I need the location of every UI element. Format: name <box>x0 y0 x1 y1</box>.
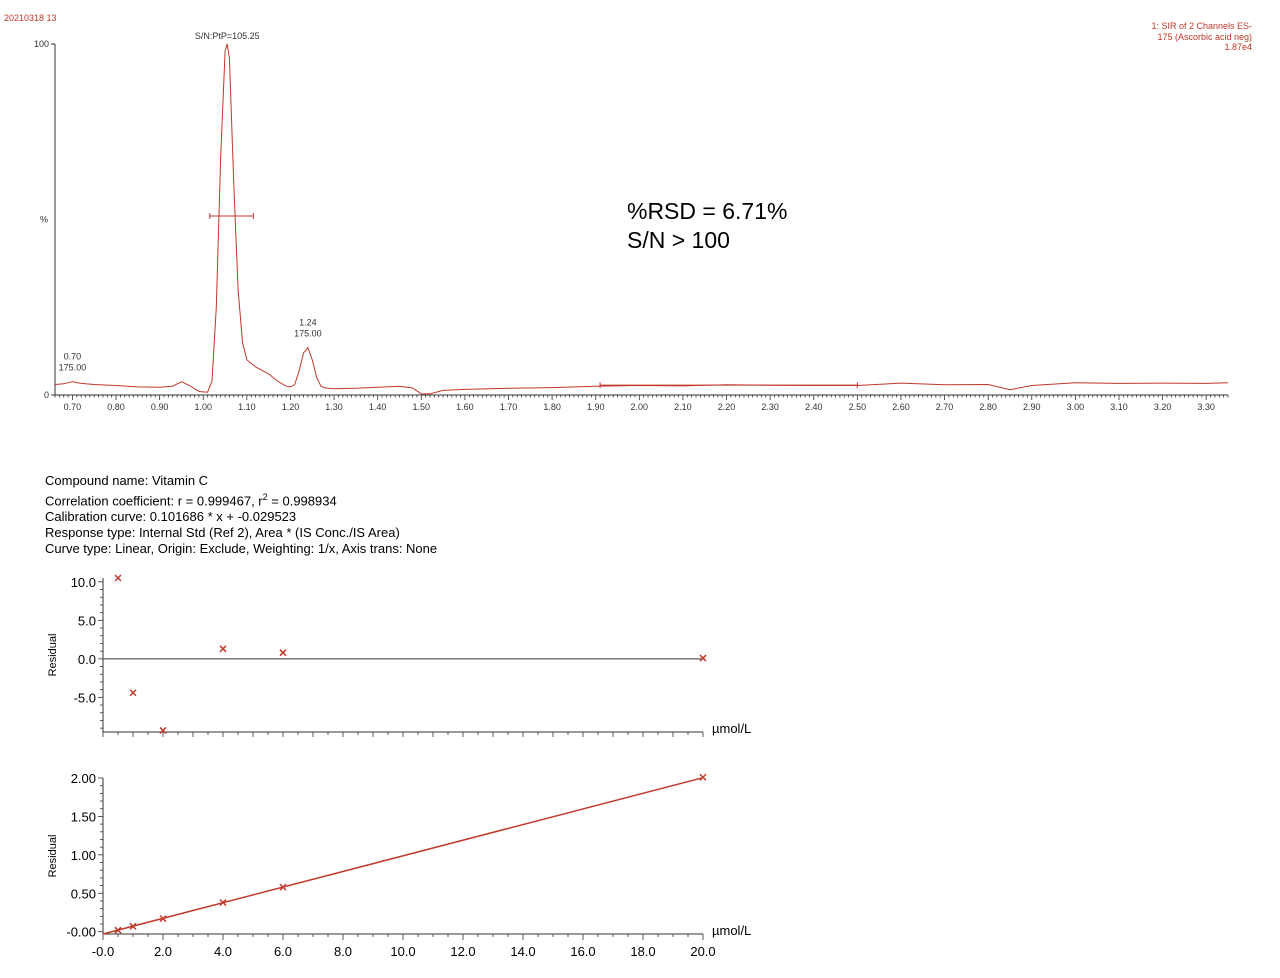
x-tick-label: 2.40 <box>805 402 823 412</box>
curve-type: Curve type: Linear, Origin: Exclude, Wei… <box>45 541 438 557</box>
residual-chart: 10.0 5.0 0.0 -5.0 Residual µmol/L <box>47 574 751 737</box>
peak-label: 175.00 <box>294 329 322 339</box>
compound-name: Compound name: Vitamin C <box>45 473 209 488</box>
x-tick-label: 1.40 <box>369 402 387 412</box>
peak-label: 1.24 <box>299 318 317 328</box>
y-axis-label: Residual <box>47 634 59 677</box>
x-tick-label: 18.0 <box>630 944 655 959</box>
calibration-point <box>219 898 227 907</box>
channel-info: 1: SIR of 2 Channels ES- 175 (Ascorbic a… <box>1151 21 1252 53</box>
residual-point <box>279 649 287 657</box>
calibration-point <box>114 926 122 934</box>
y-axis-label: % <box>40 215 48 225</box>
calibration-point <box>279 883 287 891</box>
rsd-text: %RSD = 6.71% <box>627 198 788 224</box>
x-tick-label: 2.50 <box>849 402 867 412</box>
y-tick-label: -5.0 <box>74 690 96 705</box>
x-tick-label: 1.70 <box>500 402 518 412</box>
x-axis-label: µmol/L <box>712 721 751 736</box>
correlation-suffix: = 0.998934 <box>267 493 337 509</box>
sn-text: S/N > 100 <box>627 227 730 253</box>
y-tick-label: 5.0 <box>78 613 96 628</box>
x-tick-label: -0.0 <box>92 944 114 959</box>
x-tick-label: 2.0 <box>154 944 172 959</box>
x-tick-label: 0.70 <box>64 402 82 412</box>
x-tick-label: 6.0 <box>274 944 292 959</box>
rsd-annotation: %RSD = 6.71% S/N > 100 <box>627 197 787 255</box>
x-tick-label: 16.0 <box>570 944 595 959</box>
x-tick-label: 8.0 <box>334 944 352 959</box>
y-tick-label: 0.50 <box>71 886 96 901</box>
sample-id: 20210318 13 <box>4 13 57 23</box>
x-tick-label: 1.20 <box>282 402 300 412</box>
y-tick-label: 1.00 <box>71 848 96 863</box>
x-tick-label: 2.70 <box>936 402 954 412</box>
x-tick-label: 2.80 <box>979 402 997 412</box>
x-tick-label: 2.60 <box>892 402 910 412</box>
residual-point <box>129 689 137 697</box>
y-tick-label: 1.50 <box>71 809 96 824</box>
peak-label: S/N:PtP=105.25 <box>195 31 260 41</box>
y-tick-label: 0.0 <box>78 652 96 667</box>
compound-info: Compound name: Vitamin C Correlation coe… <box>45 473 437 557</box>
calibration-point <box>159 915 167 923</box>
peak-label: 175.00 <box>59 363 87 373</box>
x-tick-label: 1.30 <box>325 402 343 412</box>
fit-line <box>102 776 704 935</box>
x-tick-label: 3.00 <box>1067 402 1085 412</box>
correlation-sup: 2 <box>262 492 268 502</box>
x-tick-label: 2.20 <box>718 402 736 412</box>
peak-label: 0.70 <box>64 352 82 362</box>
x-tick-label: 3.20 <box>1154 402 1172 412</box>
x-tick-label: 2.00 <box>631 402 649 412</box>
x-tick-label: 1.60 <box>456 402 474 412</box>
x-tick-label: 1.80 <box>543 402 561 412</box>
calibration-point <box>129 922 137 930</box>
x-tick-label: 1.50 <box>413 402 431 412</box>
x-tick-label: 1.90 <box>587 402 605 412</box>
x-tick-label: 2.90 <box>1023 402 1041 412</box>
channel-line: 1: SIR of 2 Channels ES- <box>1151 21 1252 31</box>
calibration-chart: 2.00 1.50 1.00 0.50 -0.00 -0.0 2.0 4.0 6.0 8.0 10.… <box>47 771 751 959</box>
residual-point <box>114 574 122 582</box>
x-tick-label: 14.0 <box>510 944 535 959</box>
x-tick-label: 2.30 <box>761 402 779 412</box>
x-tick-label: 12.0 <box>450 944 475 959</box>
y-tick-label: 10.0 <box>71 575 96 590</box>
y-axis-label: Residual <box>47 835 59 878</box>
x-tick-label: 3.10 <box>1110 402 1128 412</box>
y-tick-label: 2.00 <box>71 771 96 786</box>
calibration-point <box>699 773 707 781</box>
calibration-curve: Calibration curve: 0.101686 * x + -0.029… <box>45 509 297 525</box>
x-tick-label: 3.30 <box>1197 402 1215 412</box>
x-axis-label: µmol/L <box>712 923 751 938</box>
y-tick-label: 0 <box>44 390 49 400</box>
x-tick-label: 0.80 <box>107 402 125 412</box>
x-tick-label: 20.0 <box>690 944 715 959</box>
residual-point <box>159 726 167 734</box>
x-tick-label: 10.0 <box>390 944 415 959</box>
y-tick-label: -0.00 <box>66 925 96 940</box>
x-tick-label: 4.0 <box>214 944 232 959</box>
x-tick-label: 1.10 <box>238 402 256 412</box>
response-type: Response type: Internal Std (Ref 2), Are… <box>45 525 400 541</box>
residual-point <box>219 645 227 653</box>
channel-line: 175 (Ascorbic acid neg) <box>1157 31 1252 42</box>
residual-point <box>699 654 707 662</box>
x-tick-label: 0.90 <box>151 402 169 412</box>
x-tick-label: 2.10 <box>674 402 692 412</box>
y-tick-label: 100 <box>34 39 49 49</box>
correlation-coefficient: Correlation coefficient: r = 0.999467, r… <box>45 489 437 509</box>
chromatogram-chart: 0.70 0.80 0.90 1.00 1.10 1.20 1.30 1.40 1.50 1.60… <box>34 31 1229 412</box>
x-tick-label: 1.00 <box>194 402 212 412</box>
correlation-prefix: Correlation coefficient: r = 0.999467, r <box>45 493 263 509</box>
channel-line: 1.87e4 <box>1224 42 1252 52</box>
